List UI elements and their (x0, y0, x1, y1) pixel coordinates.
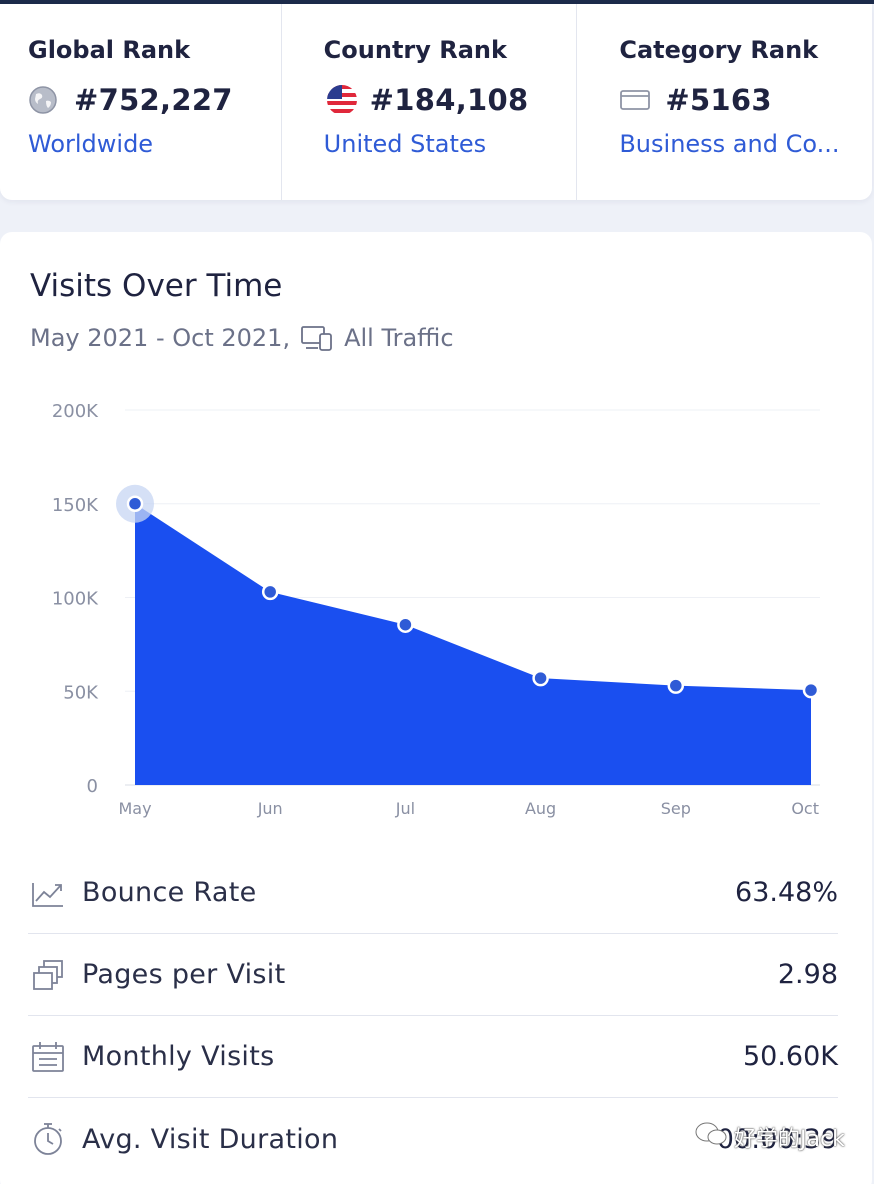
data-point (397, 616, 414, 633)
rank-title: Global Rank (28, 36, 191, 64)
data-point (532, 669, 549, 687)
area-series (135, 503, 811, 785)
metric-label: Avg. Visit Duration (82, 1123, 339, 1155)
worldwide-link[interactable]: Worldwide (28, 130, 154, 158)
x-tick-label: Jun (257, 799, 283, 818)
visits-chart: 200K 150K 100K 50K 0 May Jun Jul Aug Sep Oct (0, 392, 874, 832)
metric-row-avg-visit-duration: Avg. Visit Duration 00:00:39 (28, 1098, 838, 1180)
y-tick-label: 150K (52, 495, 99, 516)
visits-subtitle: May 2021 - Oct 2021, All Traffic (30, 324, 454, 352)
metric-value: 00:00:39 (716, 1123, 838, 1155)
metric-row-bounce-rate: Bounce Rate 63.48% (28, 852, 838, 934)
stopwatch-icon (28, 1119, 68, 1159)
country-rank: Country Rank #184,108 United States (280, 4, 577, 200)
traffic-label[interactable]: All Traffic (344, 324, 454, 352)
visits-chart-svg: 200K 150K 100K 50K 0 May Jun Jul Aug Sep Oct (52, 401, 820, 818)
global-rank: Global Rank #752,227 Worldwide (0, 4, 281, 200)
category-link[interactable]: Business and Co... (619, 130, 840, 158)
x-tick-label: Aug (525, 799, 556, 818)
rank-card: Global Rank #752,227 Worldwide Country R… (0, 4, 872, 200)
x-tick-label: Sep (661, 799, 691, 818)
rank-value: #5163 (665, 83, 772, 117)
top-strip (0, 0, 874, 4)
watermark: 好学的Jack (694, 1120, 845, 1154)
visits-title: Visits Over Time (30, 268, 283, 304)
wechat-icon (694, 1120, 728, 1154)
data-point (667, 677, 685, 694)
rank-value: #184,108 (369, 83, 529, 117)
data-point (126, 495, 144, 512)
pages-stack-icon (28, 955, 68, 995)
metric-row-pages-per-visit: Pages per Visit 2.98 (28, 934, 838, 1016)
metric-value: 2.98 (777, 959, 838, 990)
metric-label: Pages per Visit (82, 959, 286, 990)
y-tick-label: 100K (52, 589, 99, 610)
visits-card: Visits Over Time May 2021 - Oct 2021, Al… (0, 232, 872, 1184)
category-card-icon (619, 84, 655, 116)
category-rank: Category Rank #5163 Business and Co... (576, 4, 872, 200)
rank-title: Country Rank (323, 36, 507, 64)
x-tick-label: Oct (791, 799, 819, 818)
rank-title: Category Rank (619, 36, 819, 64)
y-tick-label: 0 (87, 776, 98, 797)
metric-value: 50.60K (742, 1041, 838, 1072)
y-tick-label: 50K (63, 682, 99, 703)
us-flag-icon (324, 84, 360, 116)
y-tick-label: 200K (52, 401, 99, 422)
metric-label: Monthly Visits (82, 1041, 275, 1072)
globe-icon (28, 84, 64, 116)
country-link[interactable]: United States (323, 130, 487, 158)
metrics-list: Bounce Rate 63.48% Pages per Visit 2.98 (28, 852, 838, 1180)
rank-value: #752,227 (74, 83, 233, 117)
trend-chart-icon (28, 873, 68, 913)
calendar-icon (28, 1037, 68, 1077)
x-tick-label: Jul (395, 799, 415, 818)
date-range: May 2021 - Oct 2021, (30, 324, 291, 352)
devices-icon (300, 324, 334, 352)
metric-row-monthly-visits: Monthly Visits 50.60K (28, 1016, 838, 1098)
metric-label: Bounce Rate (82, 877, 257, 908)
data-point (261, 583, 279, 601)
metric-value: 63.48% (735, 877, 838, 908)
watermark-text: 好学的Jack (734, 1127, 845, 1152)
x-tick-label: May (118, 799, 151, 818)
data-point (802, 681, 820, 699)
